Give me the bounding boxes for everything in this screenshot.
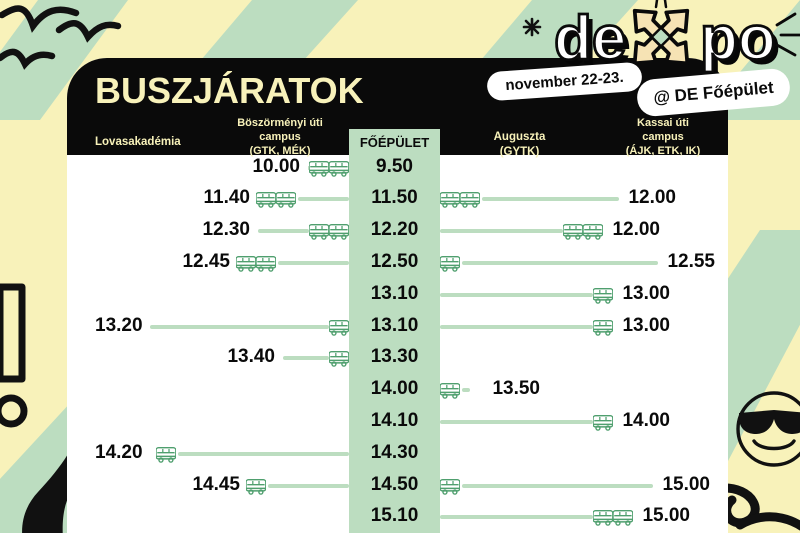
svg-text:po: po <box>700 4 776 73</box>
